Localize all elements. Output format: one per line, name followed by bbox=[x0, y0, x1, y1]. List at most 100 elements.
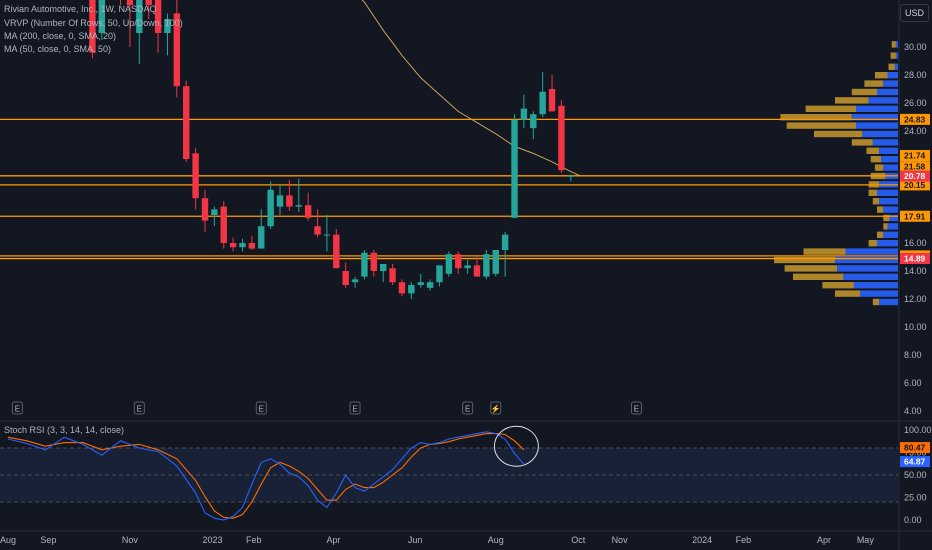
candle-body bbox=[239, 243, 246, 248]
vp-row-up bbox=[860, 290, 898, 297]
price-axis-tag-bg bbox=[900, 210, 930, 222]
candle-body bbox=[445, 254, 453, 274]
vp-row-down bbox=[868, 189, 877, 196]
earnings-marker bbox=[255, 401, 267, 415]
ma-line bbox=[361, 0, 581, 177]
time-tick-label: 2024 bbox=[692, 535, 712, 545]
vp-row-down bbox=[835, 290, 861, 297]
candle-body bbox=[380, 264, 387, 271]
legend-vrvp[interactable]: VRVP (Number Of Rows, 50, Up/Down, 100) bbox=[4, 18, 183, 28]
rsi-k-line bbox=[7, 431, 525, 521]
horizontal-lines-layer bbox=[0, 118, 898, 260]
earnings-marker bbox=[349, 401, 361, 415]
vp-row-up bbox=[837, 265, 898, 272]
time-tick-label: Nov bbox=[122, 535, 139, 545]
vp-row-down bbox=[866, 147, 880, 154]
vp-row-up bbox=[868, 97, 898, 104]
vp-row-up bbox=[879, 298, 898, 306]
candle-body bbox=[333, 234, 340, 269]
vp-row-up bbox=[879, 147, 898, 154]
vp-row-down bbox=[877, 206, 884, 213]
time-tick-label: Apr bbox=[817, 535, 831, 545]
price-tick-label: 14.00 bbox=[904, 266, 927, 276]
vp-row-up bbox=[853, 282, 898, 289]
candle-body bbox=[89, 0, 96, 53]
price-tick-label: 10.00 bbox=[904, 322, 927, 332]
candle-body bbox=[136, 0, 143, 33]
vp-row-down bbox=[874, 164, 884, 171]
currency-button[interactable]: USD bbox=[900, 4, 929, 22]
vp-row-down bbox=[891, 41, 896, 48]
candle-body bbox=[483, 254, 490, 277]
vp-row-up bbox=[862, 130, 898, 138]
volume-profile-layer bbox=[774, 41, 898, 306]
vp-row-down bbox=[803, 248, 846, 255]
time-tick-label: May bbox=[857, 535, 875, 545]
price-axis-tag: 20.15 bbox=[904, 180, 926, 190]
candle-body bbox=[436, 265, 443, 283]
vp-row-up bbox=[856, 105, 898, 112]
earnings-marker-label: E bbox=[259, 405, 264, 414]
vp-row-down bbox=[784, 265, 838, 272]
candle-body bbox=[295, 205, 302, 207]
chart-title[interactable]: Rivian Automotive, Inc., 1W, NASDAQ bbox=[4, 4, 157, 14]
rsi-tick-label: 100.00 bbox=[904, 425, 932, 435]
vp-row-down bbox=[805, 105, 856, 112]
candle-body bbox=[492, 250, 499, 274]
candle-body bbox=[229, 243, 237, 248]
vp-row-up bbox=[877, 88, 898, 96]
vp-row-up bbox=[851, 114, 898, 121]
vp-row-down bbox=[851, 88, 877, 96]
time-tick-label: Aug bbox=[488, 535, 504, 545]
earnings-marker bbox=[11, 401, 23, 415]
vp-row-down bbox=[877, 231, 884, 238]
vp-row-up bbox=[894, 63, 898, 70]
rsi-annotation-circle bbox=[493, 425, 539, 467]
legend-ma200[interactable]: MA (200, close, 0, SMA, 20) bbox=[4, 31, 117, 41]
candle-body bbox=[248, 243, 256, 249]
vp-row-up bbox=[887, 72, 898, 79]
price-tick-label: 16.00 bbox=[904, 238, 927, 248]
candle-body bbox=[304, 205, 312, 218]
price-axis-tag-bg bbox=[900, 113, 930, 125]
earnings-marker bbox=[630, 401, 642, 415]
vp-row-down bbox=[883, 214, 890, 222]
vp-row-up bbox=[895, 41, 898, 48]
candle-body bbox=[164, 19, 171, 33]
price-axis-tag: 21.74 bbox=[904, 151, 926, 161]
vp-row-down bbox=[780, 114, 852, 121]
time-tick-label: Apr bbox=[326, 535, 340, 545]
vp-row-up bbox=[872, 139, 898, 146]
earnings-marker bbox=[490, 401, 502, 415]
rsi-tick-label: 25.00 bbox=[904, 493, 927, 503]
candle-body bbox=[530, 114, 537, 129]
candle-body bbox=[192, 153, 199, 199]
vp-row-down bbox=[870, 156, 882, 163]
candle-body bbox=[220, 206, 227, 243]
price-axis-tag: 17.91 bbox=[904, 211, 926, 221]
earnings-marker-label: E bbox=[465, 405, 470, 414]
price-tick-label: 12.00 bbox=[904, 294, 927, 304]
price-axis-tag: 14.89 bbox=[904, 254, 926, 264]
vp-row-down bbox=[874, 72, 888, 79]
price-axis-tag: 21.58 bbox=[904, 162, 926, 172]
price-tick-label: 8.00 bbox=[904, 350, 922, 360]
legend-ma50[interactable]: MA (50, close, 0, SMA, 50) bbox=[4, 44, 112, 54]
vp-row-down bbox=[774, 256, 835, 264]
time-tick-label: Oct bbox=[571, 535, 586, 545]
vp-row-down bbox=[793, 273, 844, 280]
candle-body bbox=[258, 226, 265, 249]
vp-row-up bbox=[856, 122, 898, 129]
candle-body bbox=[361, 252, 368, 277]
candle-body bbox=[389, 268, 396, 283]
vp-row-up bbox=[843, 273, 898, 280]
candle-body bbox=[98, 0, 105, 33]
legend-stoch-rsi[interactable]: Stoch RSI (3, 3, 14, 14, close) bbox=[4, 425, 125, 435]
candle-body bbox=[211, 209, 218, 215]
stoch-rsi-layer bbox=[0, 425, 898, 521]
candle-body bbox=[314, 226, 321, 235]
time-tick-label: Feb bbox=[736, 535, 752, 545]
time-tick-label: Aug bbox=[0, 535, 16, 545]
